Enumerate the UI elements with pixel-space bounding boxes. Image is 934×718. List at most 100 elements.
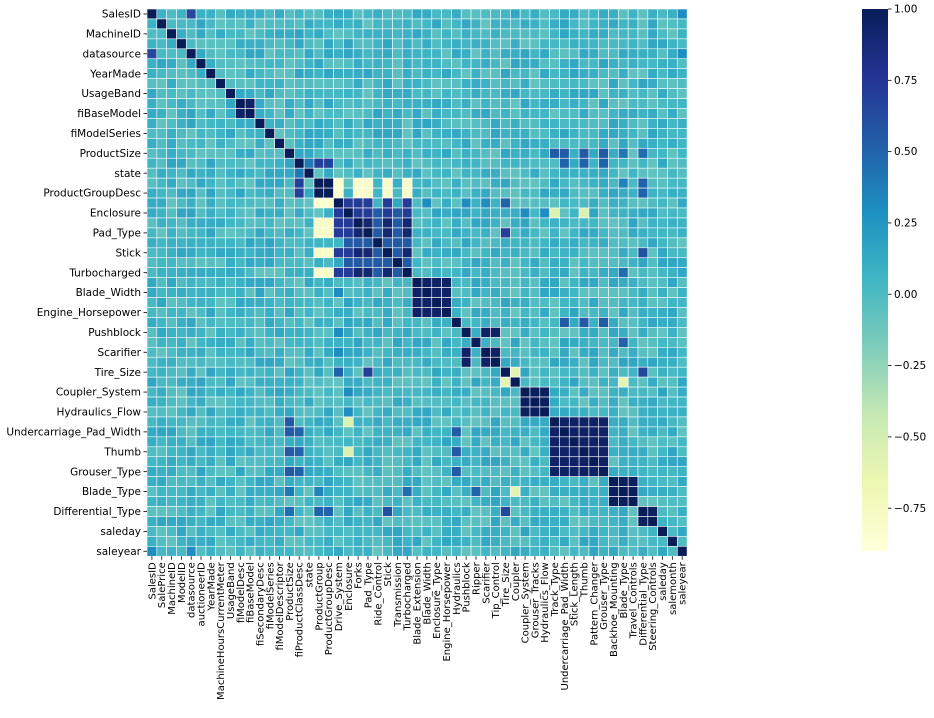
heatmap-cell — [451, 217, 462, 229]
heatmap-cell — [480, 257, 492, 268]
heatmap-cell — [215, 78, 226, 89]
heatmap-cell — [264, 396, 275, 408]
x-tick-label: Pattern_Changer — [589, 561, 600, 645]
heatmap-cell — [205, 177, 217, 189]
heatmap-cell — [510, 128, 521, 139]
heatmap-cell — [421, 68, 433, 79]
heatmap-cell — [411, 386, 423, 398]
heatmap-cell — [608, 346, 619, 358]
heatmap-cell — [274, 356, 285, 368]
heatmap-cell — [647, 247, 658, 259]
y-tick-label: Blade_Type — [82, 486, 141, 498]
heatmap-cell — [431, 496, 442, 507]
heatmap-cell — [588, 536, 600, 547]
heatmap-cell — [470, 416, 482, 428]
heatmap-cell — [343, 526, 354, 537]
heatmap-cell — [549, 227, 560, 239]
heatmap-cell — [225, 536, 236, 547]
heatmap-cell — [421, 386, 433, 398]
heatmap-cell — [529, 356, 541, 368]
heatmap-cell — [195, 337, 207, 348]
heatmap-cell — [156, 446, 167, 458]
heatmap-cell — [657, 506, 668, 517]
heatmap-cell — [510, 486, 521, 497]
heatmap-cell — [402, 217, 413, 229]
heatmap-cell — [519, 486, 531, 497]
heatmap-cell — [490, 18, 501, 30]
heatmap-cell — [323, 307, 334, 318]
heatmap-cell — [647, 526, 658, 537]
heatmap-cell — [588, 466, 600, 477]
heatmap-cell — [667, 346, 678, 358]
heatmap-cell — [431, 207, 442, 219]
heatmap-cell — [372, 227, 383, 239]
heatmap-cell — [274, 177, 285, 189]
heatmap-cell — [578, 167, 590, 179]
heatmap-cell — [647, 68, 658, 79]
heatmap-cell — [480, 545, 492, 557]
y-tick-label: Differential_Type — [53, 506, 141, 518]
heatmap-cell — [578, 267, 590, 278]
heatmap-cell — [559, 167, 570, 179]
heatmap-cell — [627, 138, 639, 149]
heatmap-cell — [323, 207, 334, 219]
heatmap-cell — [529, 128, 541, 139]
heatmap-cell — [392, 118, 403, 129]
heatmap-cell — [500, 48, 511, 60]
heatmap-cell — [451, 28, 462, 40]
heatmap-cell — [313, 78, 325, 89]
colorbar-tick-label: 0.00 — [894, 289, 917, 301]
y-tick-label: MachineID — [86, 28, 141, 40]
heatmap-cell — [313, 108, 325, 119]
heatmap-cell — [598, 128, 609, 139]
heatmap-cell — [411, 157, 423, 169]
heatmap-cell — [657, 496, 668, 507]
x-tick-label: state — [305, 562, 316, 587]
heatmap-cell — [333, 197, 344, 209]
heatmap-cell — [667, 267, 678, 278]
heatmap-cell — [284, 38, 295, 50]
heatmap-cell — [225, 58, 236, 69]
heatmap-cell — [402, 327, 413, 338]
heatmap-cell — [559, 267, 570, 278]
heatmap-cell — [225, 307, 236, 318]
heatmap-cell — [146, 526, 158, 537]
heatmap-cell — [284, 526, 295, 537]
heatmap-cell — [402, 545, 413, 557]
heatmap-cell — [500, 98, 511, 109]
heatmap-cell — [176, 536, 187, 547]
heatmap-cell — [185, 297, 197, 308]
heatmap-cell — [657, 108, 668, 119]
heatmap-cell — [676, 337, 688, 348]
heatmap-cell — [441, 317, 452, 328]
heatmap-cell — [441, 526, 452, 537]
heatmap-cell — [372, 118, 383, 129]
heatmap-cell — [303, 78, 315, 89]
heatmap-cell — [676, 237, 688, 249]
heatmap-cell — [313, 48, 325, 60]
heatmap-cell — [510, 476, 521, 487]
heatmap-cell — [313, 58, 325, 69]
heatmap-cell — [235, 416, 246, 428]
heatmap-cell — [284, 78, 295, 89]
heatmap-cell — [451, 8, 462, 20]
heatmap-cell — [431, 356, 442, 368]
heatmap-cell — [293, 297, 305, 308]
heatmap-cell — [588, 217, 600, 229]
heatmap-cell — [402, 177, 413, 189]
heatmap-cell — [372, 356, 383, 368]
heatmap-cell — [490, 247, 501, 259]
heatmap-cell — [559, 516, 570, 527]
heatmap-cell — [303, 108, 315, 119]
heatmap-cell — [235, 406, 246, 418]
heatmap-cell — [185, 8, 197, 20]
heatmap-cell — [657, 177, 668, 189]
heatmap-cell — [598, 227, 609, 239]
heatmap-cell — [657, 346, 668, 358]
heatmap-cell — [539, 466, 550, 477]
heatmap-cell — [313, 416, 325, 428]
heatmap-cell — [156, 18, 167, 30]
heatmap-cell — [568, 536, 580, 547]
heatmap-cell — [490, 476, 501, 487]
heatmap-cell — [451, 237, 462, 249]
